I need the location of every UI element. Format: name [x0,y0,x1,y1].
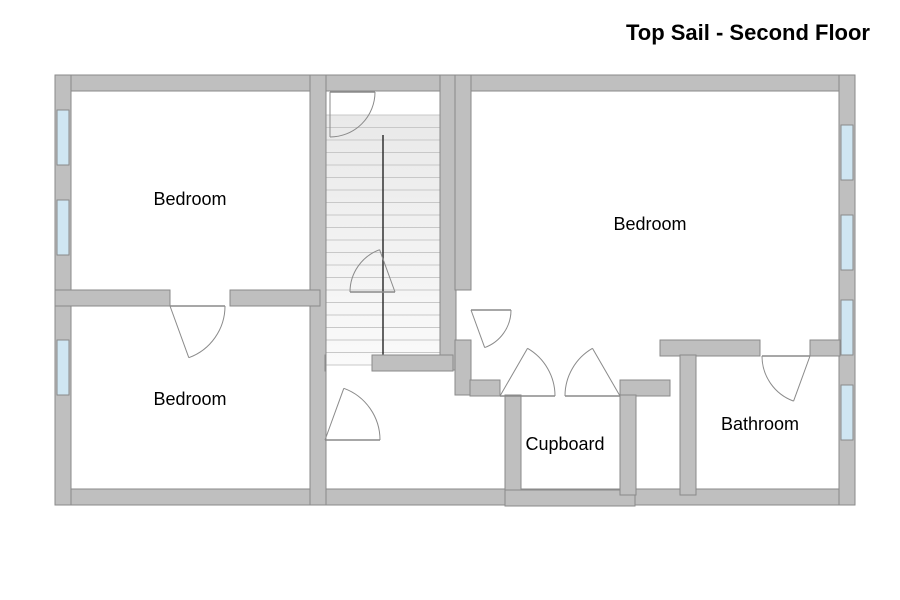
room-label-bedroom_bottom_left: Bedroom [153,389,226,409]
room-label-bedroom_top_left: Bedroom [153,189,226,209]
room-label-cupboard: Cupboard [525,434,604,454]
room-label-bathroom: Bathroom [721,414,799,434]
floorplan-canvas: Bedroom Bedroom Bedroom Cupboard Bathroom [0,0,900,600]
room-label-bedroom_right: Bedroom [613,214,686,234]
